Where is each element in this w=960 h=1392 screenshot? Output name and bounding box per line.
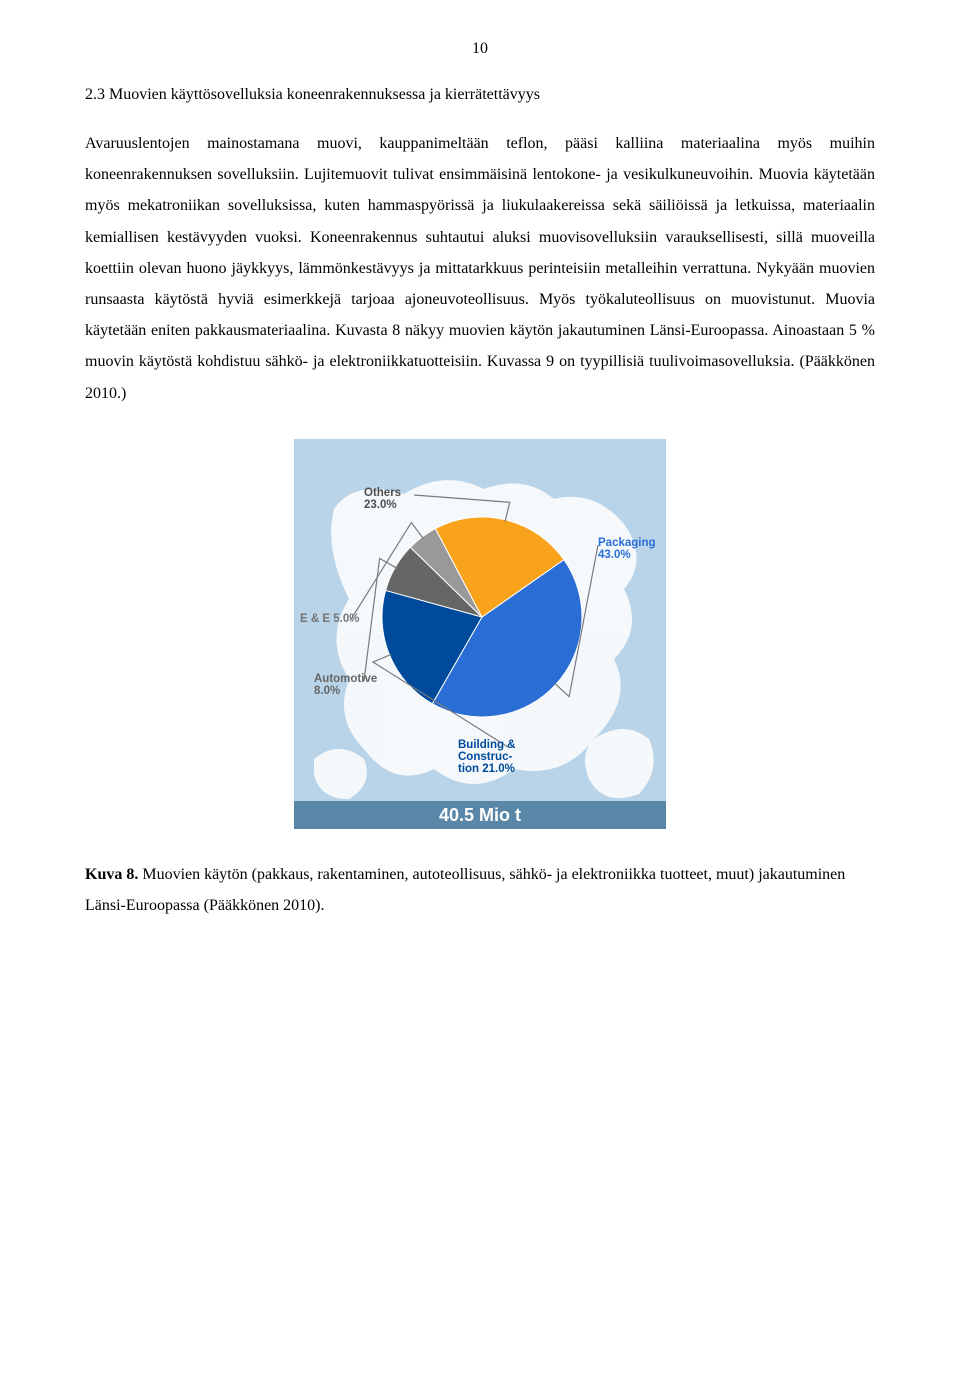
body-paragraph: Avaruuslentojen mainostamana muovi, kaup… — [85, 128, 875, 409]
figure-caption: Kuva 8. Muovien käytön (pakkaus, rakenta… — [85, 859, 875, 921]
pie-slice-label: Automotive 8.0% — [314, 673, 377, 697]
pie-slice-label: Packaging 43.0% — [598, 537, 656, 561]
chart-total-label: 40.5 Mio t — [439, 805, 521, 825]
pie-slice-label: Others 23.0% — [364, 487, 401, 511]
chart-container: 40.5 Mio t Packaging 43.0% Building & Cons… — [85, 439, 875, 829]
page-number: 10 — [85, 40, 875, 58]
figure-caption-label: Kuva 8. — [85, 866, 138, 883]
figure-caption-text: Muovien käytön (pakkaus, rakentaminen, a… — [85, 866, 845, 914]
pie-slice-label: E & E 5.0% — [300, 613, 359, 625]
section-heading: 2.3 Muovien käyttösovelluksia koneenrake… — [85, 86, 875, 104]
pie-slice-label: Building & Construc- tion 21.0% — [458, 739, 516, 775]
pie-chart: 40.5 Mio t Packaging 43.0% Building & Cons… — [294, 439, 666, 829]
